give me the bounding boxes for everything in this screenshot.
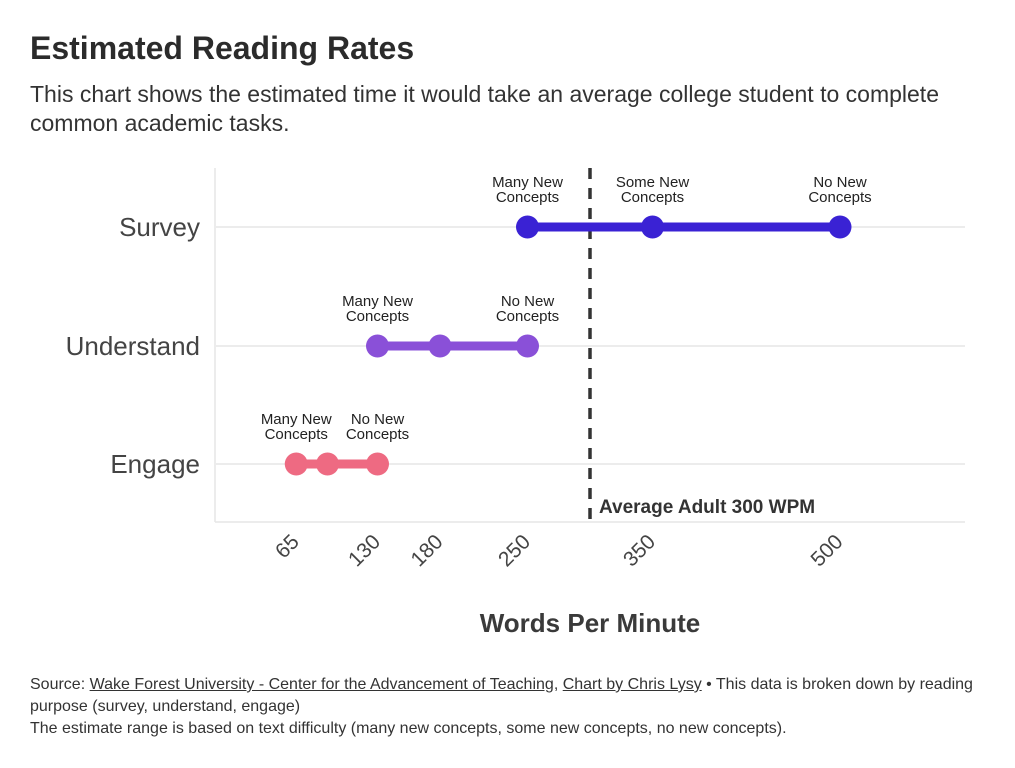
x-tick-label-350: 350 xyxy=(619,530,660,571)
series-understand: Many New Concepts No New Concepts xyxy=(342,293,559,358)
data-label-understand-1: Many New Concepts xyxy=(342,293,413,325)
data-point-engage-1 xyxy=(284,452,308,476)
data-point-engage-2 xyxy=(316,452,339,476)
x-tick-label-250: 250 xyxy=(494,530,535,571)
y-tick-label-survey: Survey xyxy=(119,212,200,242)
data-label-survey-3: No New Concepts xyxy=(808,174,871,206)
x-axis-tick-labels: 65 130 180 250 350 500 xyxy=(271,530,848,571)
data-point-understand-2 xyxy=(428,334,452,358)
series-survey: Many New Concepts Some New Concepts No New Co… xyxy=(492,174,872,239)
dot-range-chart: Survey Understand Engage Average Adult 300… xyxy=(66,168,965,638)
source-note: Source: Wake Forest University - Center … xyxy=(30,674,990,740)
chart-title: Estimated Reading Rates xyxy=(30,30,415,66)
data-label-survey-1: Many New Concepts xyxy=(492,174,563,206)
data-point-understand-3 xyxy=(516,334,539,358)
data-point-survey-1 xyxy=(516,215,539,239)
source-link-chart-by[interactable]: Chart by Chris Lysy xyxy=(562,676,702,693)
data-label-engage-1: Many New Concepts xyxy=(261,411,332,443)
x-tick-label-130: 130 xyxy=(344,530,385,571)
y-tick-label-engage: Engage xyxy=(110,449,200,479)
data-point-survey-3 xyxy=(828,215,852,239)
y-axis-labels: Survey Understand Engage xyxy=(66,212,200,479)
data-point-understand-1 xyxy=(366,334,389,358)
source-link-wake-forest[interactable]: Wake Forest University - Center for the … xyxy=(89,676,554,693)
reference-line-label: Average Adult 300 WPM xyxy=(599,497,815,518)
x-tick-label-500: 500 xyxy=(806,530,847,571)
chart-subtitle: This chart shows the estimated time it w… xyxy=(30,81,939,136)
x-axis-title: Words Per Minute xyxy=(480,608,701,638)
series-layer: Many New Concepts Some New Concepts No New Co… xyxy=(261,174,872,476)
source-difficulty-note: The estimate range is based on text diff… xyxy=(30,720,787,737)
source-description: • This data is broken down by reading pu… xyxy=(30,676,973,715)
y-tick-label-understand: Understand xyxy=(66,331,200,361)
reference-line-group: Average Adult 300 WPM xyxy=(588,168,815,522)
data-point-engage-3 xyxy=(366,452,389,476)
x-tick-label-180: 180 xyxy=(406,530,447,571)
data-label-understand-2: No New Concepts xyxy=(496,293,559,325)
data-point-survey-2 xyxy=(641,215,664,239)
source-prefix: Source: xyxy=(30,676,90,693)
series-engage: Many New Concepts No New Concepts xyxy=(261,411,409,476)
x-tick-label-65: 65 xyxy=(271,530,304,563)
source-separator: , xyxy=(553,676,563,693)
data-label-survey-2: Some New Concepts xyxy=(616,174,690,206)
data-label-engage-2: No New Concepts xyxy=(346,411,409,443)
